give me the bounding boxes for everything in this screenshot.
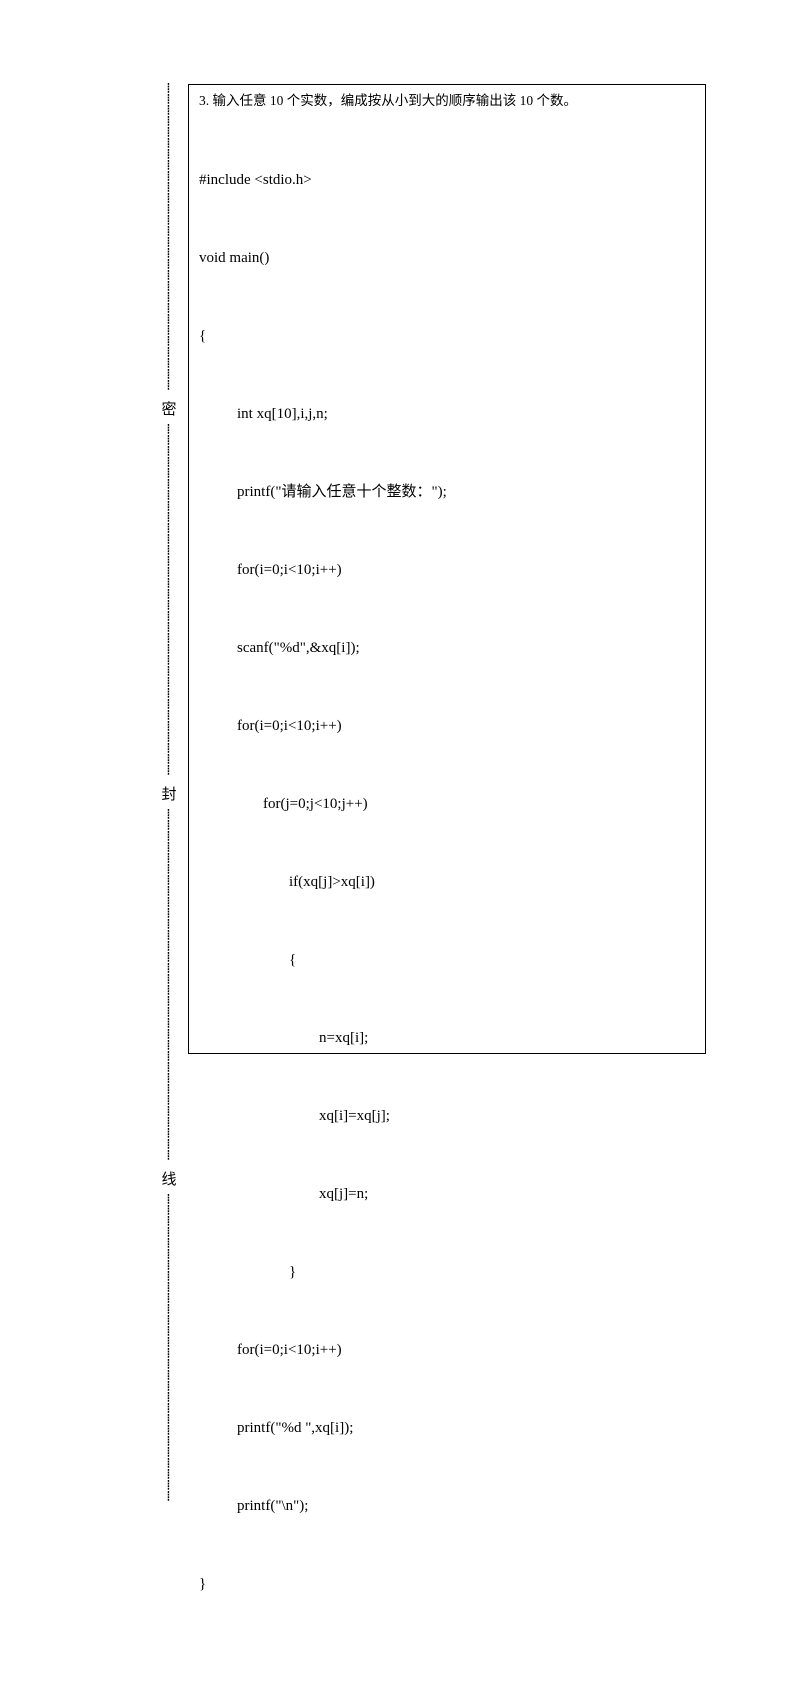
code-line: scanf("%d",&xq[i]); — [199, 629, 695, 668]
code-line: #include <stdio.h> — [199, 161, 695, 200]
code-line: void main() — [199, 239, 695, 278]
question-title: 3. 输入任意 10 个实数，编成按从小到大的顺序输出该 10 个数。 — [199, 90, 695, 112]
code-line: n=xq[i]; — [199, 1019, 695, 1058]
code-line: printf("%d ",xq[i]); — [199, 1409, 695, 1448]
code-line: int xq[10],i,j,n; — [199, 395, 695, 434]
code-line: { — [199, 941, 695, 980]
code-line: printf("请输入任意十个整数："); — [199, 473, 695, 512]
code-line: { — [199, 317, 695, 356]
code-block: #include <stdio.h> void main() { int xq[… — [199, 122, 695, 1682]
code-line: if(xq[j]>xq[i]) — [199, 863, 695, 902]
seal-char-xian: 线 — [161, 1168, 176, 1189]
seal-line-margin: ┋┋┋┋┋┋┋┋┋┋┋┋┋┋┋┋┋┋┋┋┋┋┋┋┋┋┋┋ 密 ┋┋┋┋┋┋┋┋┋… — [158, 84, 180, 1024]
dot-segment: ┋┋┋┋┋┋┋┋┋┋┋┋┋┋┋┋┋┋┋┋┋┋┋┋┋┋┋┋┋┋┋┋ — [165, 810, 174, 1162]
code-line: } — [199, 1253, 695, 1292]
code-line: xq[j]=n; — [199, 1175, 695, 1214]
dot-segment: ┋┋┋┋┋┋┋┋┋┋┋┋┋┋┋┋┋┋┋┋┋┋┋┋┋┋┋┋ — [165, 1195, 174, 1503]
code-line: printf("\n"); — [199, 1487, 695, 1526]
dot-segment: ┋┋┋┋┋┋┋┋┋┋┋┋┋┋┋┋┋┋┋┋┋┋┋┋┋┋┋┋ — [165, 84, 174, 392]
seal-char-feng: 封 — [161, 783, 176, 804]
code-line: for(i=0;i<10;i++) — [199, 1331, 695, 1370]
seal-char-mi: 密 — [161, 398, 176, 419]
code-line: for(i=0;i<10;i++) — [199, 551, 695, 590]
dot-segment: ┋┋┋┋┋┋┋┋┋┋┋┋┋┋┋┋┋┋┋┋┋┋┋┋┋┋┋┋┋┋┋┋ — [165, 425, 174, 777]
code-line: for(j=0;j<10;j++) — [199, 785, 695, 824]
code-line: xq[i]=xq[j]; — [199, 1097, 695, 1136]
code-line: for(i=0;i<10;i++) — [199, 707, 695, 746]
code-line: } — [199, 1565, 695, 1604]
content-box: 3. 输入任意 10 个实数，编成按从小到大的顺序输出该 10 个数。 #inc… — [188, 84, 706, 1054]
